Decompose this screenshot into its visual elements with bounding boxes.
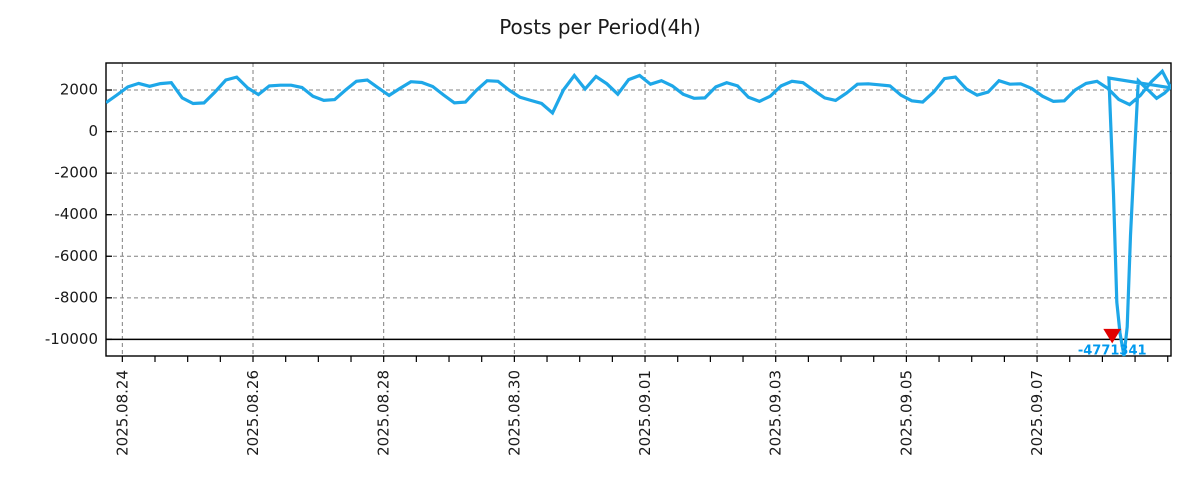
ytick-label: -8000 <box>54 288 98 306</box>
xtick-label: 2025.09.01 <box>636 370 654 456</box>
ytick-label: -2000 <box>54 164 98 182</box>
xtick-label: 2025.09.05 <box>897 370 915 456</box>
xtick-label: 2025.09.03 <box>767 370 785 456</box>
ytick-label: -6000 <box>54 247 98 265</box>
xtick-label: 2025.08.26 <box>244 370 262 456</box>
xtick-label: 2025.08.24 <box>113 370 131 456</box>
ytick-label: 2000 <box>60 81 98 99</box>
grid-layer <box>106 63 1171 356</box>
xtick-label: 2025.08.30 <box>505 370 523 456</box>
xtick-label: 2025.09.07 <box>1028 370 1046 456</box>
data-series-layer <box>106 68 1171 357</box>
ytick-label: -10000 <box>45 330 98 348</box>
anomaly-marker-triangle-down <box>1103 328 1122 344</box>
xtick-label: 2025.08.28 <box>375 370 393 456</box>
ytick-label: 0 <box>88 122 98 140</box>
axes-layer <box>105 62 1172 357</box>
ytick-label: -4000 <box>54 205 98 223</box>
data-line-posts-per-period <box>106 68 1171 357</box>
ytick-label-layer: 2000 0 -2000 -4000 -6000 -8000 -10000 <box>45 81 98 348</box>
chart-title: Posts per Period(4h) <box>499 15 701 39</box>
anomaly-value-label: -4771341 <box>1078 343 1147 358</box>
ticks-layer <box>106 89 1169 362</box>
xtick-label-layer: 2025.08.24 2025.08.26 2025.08.28 2025.08.30… <box>113 370 1046 456</box>
annotation-layer: -4771341 <box>1078 328 1147 358</box>
plot-frame <box>105 62 1172 357</box>
